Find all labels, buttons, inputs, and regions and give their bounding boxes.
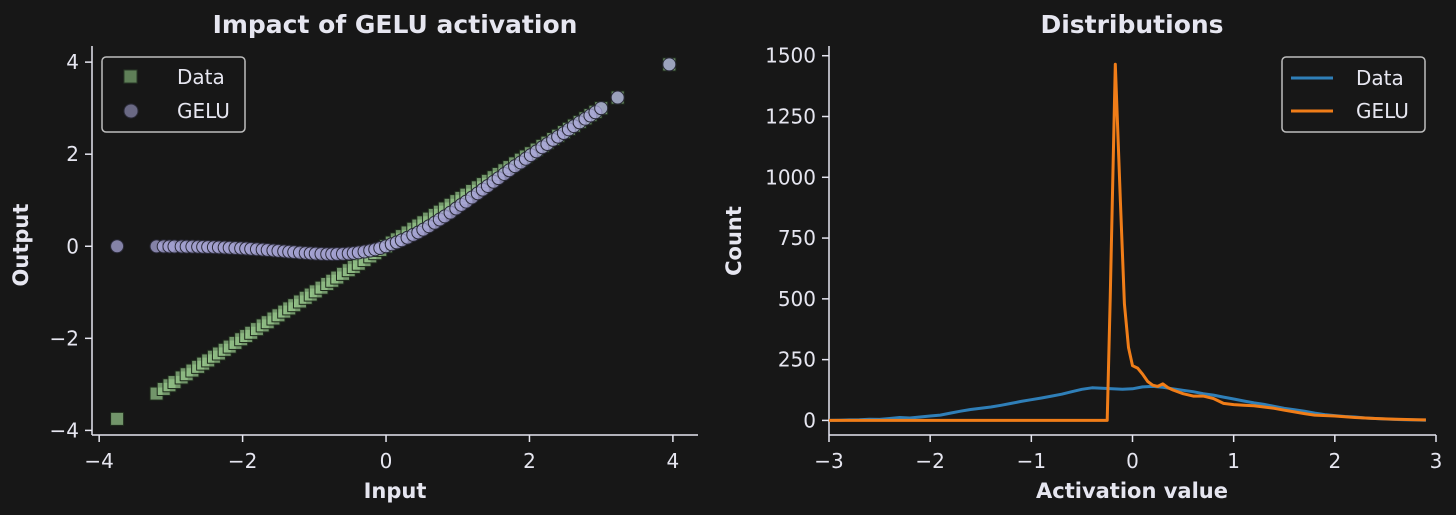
distribution-y-tick-label: 1000 [765, 165, 816, 189]
distribution-x-tick-label: 2 [1328, 449, 1341, 473]
distribution-y-tick-label: 1500 [765, 44, 816, 68]
distribution-x-tick-label: 0 [1126, 449, 1139, 473]
scatter-y-tick-label: 2 [66, 142, 79, 166]
scatter-panel: Impact of GELU activation Output Input −… [9, 10, 698, 503]
scatter-title: Impact of GELU activation [213, 10, 578, 39]
scatter-y-tick-label: 0 [66, 234, 79, 258]
distribution-y-axis-label: Count [722, 206, 746, 276]
distribution-x-axis-label: Activation value [1036, 479, 1228, 503]
scatter-points [110, 57, 677, 426]
legend-gelu-label: GELU [177, 99, 230, 123]
distribution-y-tick-label: 250 [778, 348, 816, 372]
scatter-x-axis-label: Input [364, 479, 427, 503]
distribution-y-tick-label: 0 [803, 408, 816, 432]
legend-data-label: Data [177, 65, 225, 89]
data-point [110, 411, 125, 426]
scatter-x-ticks: −4 −2 0 2 4 [84, 435, 679, 473]
gelu-distribution-line [829, 62, 1426, 422]
scatter-y-axis-label: Output [9, 204, 33, 287]
gelu-point [110, 239, 125, 254]
distribution-x-tick-label: 1 [1227, 449, 1240, 473]
scatter-y-tick-label: −4 [50, 418, 79, 442]
legend-gelu-line-label: GELU [1356, 99, 1409, 123]
scatter-y-ticks: −4 −2 0 2 4 [50, 50, 92, 442]
distribution-x-tick-label: −2 [915, 449, 944, 473]
distribution-lines [828, 62, 1426, 422]
scatter-x-tick-label: 0 [380, 449, 393, 473]
distribution-title: Distributions [1040, 10, 1223, 39]
distribution-panel: Distributions Count Activation value −3−… [722, 10, 1442, 503]
distribution-x-tick-label: 3 [1430, 449, 1443, 473]
gelu-point [610, 90, 625, 105]
scatter-x-tick-label: −4 [84, 449, 113, 473]
scatter-x-tick-label: 4 [667, 449, 680, 473]
distribution-y-ticks: 0 250 500 750 1000 1250 1500 [765, 44, 829, 432]
distribution-x-ticks: −3 −2 −1 0 1 2 3 [814, 435, 1442, 473]
distribution-legend: Data GELU [1281, 56, 1426, 133]
scatter-x-tick-label: 2 [523, 449, 536, 473]
distribution-y-tick-label: 500 [778, 287, 816, 311]
scatter-y-tick-label: −2 [50, 326, 79, 350]
legend-data-marker [123, 69, 138, 84]
legend-data-line-label: Data [1356, 66, 1404, 90]
scatter-y-tick-label: 4 [66, 50, 79, 74]
gelu-point [662, 57, 677, 72]
distribution-legend-box [1281, 56, 1426, 133]
distribution-x-tick-label: −3 [814, 449, 843, 473]
distribution-y-tick-label: 750 [778, 226, 816, 250]
distribution-x-tick-label: −1 [1017, 449, 1046, 473]
scatter-legend: Data GELU [101, 56, 246, 133]
distribution-y-tick-label: 1250 [765, 105, 816, 129]
gelu-point [594, 101, 609, 116]
legend-gelu-marker [123, 103, 139, 119]
scatter-x-tick-label: −2 [228, 449, 257, 473]
